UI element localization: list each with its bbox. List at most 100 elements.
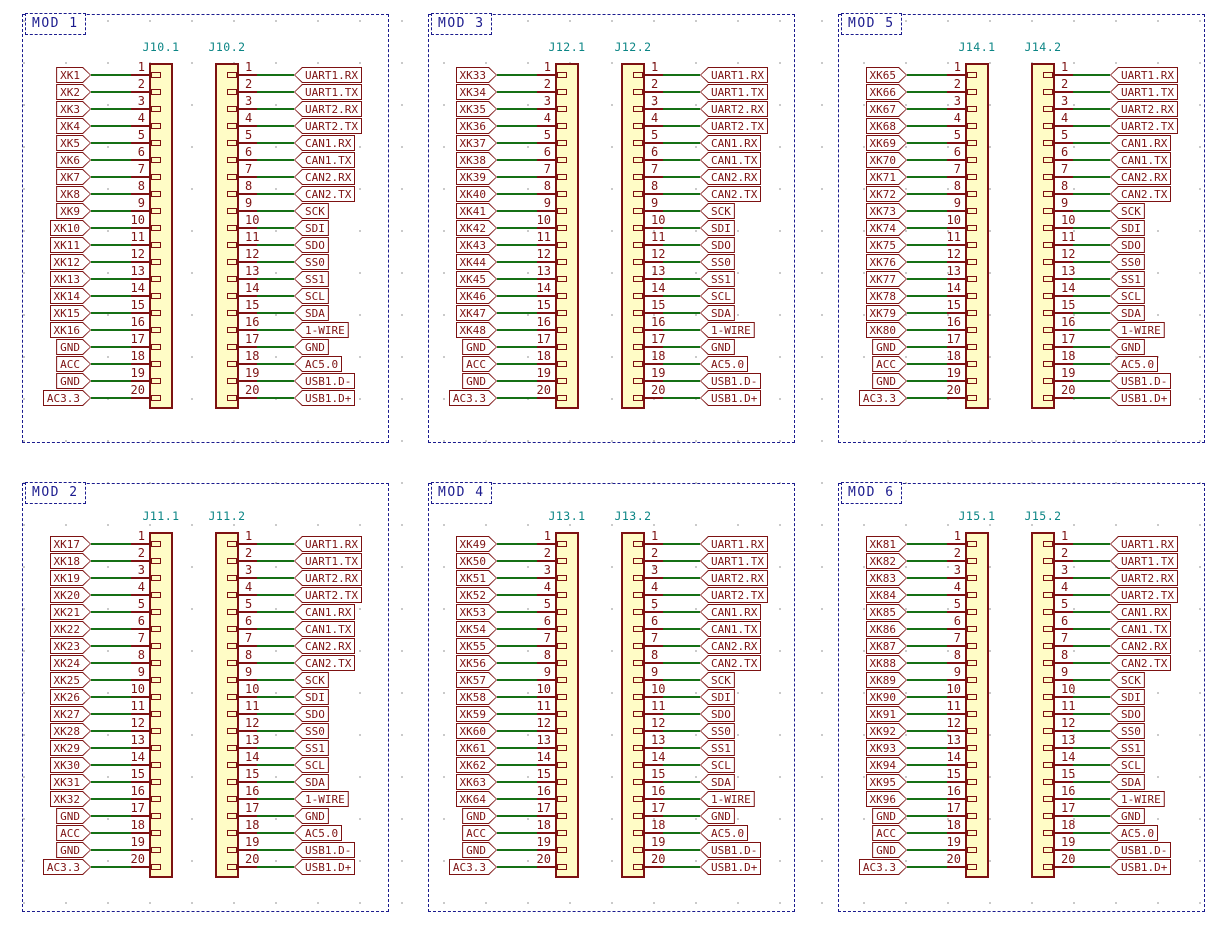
- global-label[interactable]: UART1.RX: [294, 67, 362, 83]
- global-label[interactable]: SS0: [700, 723, 735, 739]
- global-label[interactable]: XK56: [456, 655, 498, 671]
- wire[interactable]: [497, 380, 537, 382]
- wire[interactable]: [663, 781, 700, 783]
- wire[interactable]: [91, 142, 131, 144]
- wire[interactable]: [1073, 125, 1110, 127]
- wire[interactable]: [497, 679, 537, 681]
- global-label[interactable]: SS1: [700, 271, 735, 287]
- global-label[interactable]: XK47: [456, 305, 498, 321]
- connector-body[interactable]: [149, 532, 173, 878]
- global-label[interactable]: SS0: [700, 254, 735, 270]
- global-label[interactable]: XK75: [866, 237, 908, 253]
- wire[interactable]: [663, 866, 700, 868]
- wire[interactable]: [1073, 543, 1110, 545]
- wire[interactable]: [663, 696, 700, 698]
- wire[interactable]: [663, 193, 700, 195]
- wire[interactable]: [907, 193, 947, 195]
- global-label[interactable]: UART1.TX: [294, 553, 362, 569]
- global-label[interactable]: UART2.RX: [294, 570, 362, 586]
- global-label[interactable]: GND: [294, 808, 329, 824]
- global-label[interactable]: XK73: [866, 203, 908, 219]
- global-label[interactable]: CAN2.TX: [1110, 186, 1172, 202]
- connector-reference[interactable]: J10.1: [142, 40, 180, 54]
- connector-body[interactable]: [555, 532, 579, 878]
- global-label[interactable]: SCL: [1110, 288, 1145, 304]
- global-label[interactable]: SDO: [700, 237, 735, 253]
- global-label[interactable]: CAN1.TX: [700, 152, 762, 168]
- global-label[interactable]: XK22: [50, 621, 92, 637]
- global-label[interactable]: SS0: [294, 254, 329, 270]
- global-label[interactable]: CAN2.TX: [294, 655, 356, 671]
- wire[interactable]: [91, 798, 131, 800]
- wire[interactable]: [907, 363, 947, 365]
- wire[interactable]: [91, 679, 131, 681]
- global-label[interactable]: XK37: [456, 135, 498, 151]
- wire[interactable]: [497, 781, 537, 783]
- wire[interactable]: [257, 295, 294, 297]
- wire[interactable]: [91, 832, 131, 834]
- connector-reference[interactable]: J12.1: [548, 40, 586, 54]
- global-label[interactable]: SCL: [700, 757, 735, 773]
- wire[interactable]: [257, 764, 294, 766]
- global-label[interactable]: SS1: [294, 740, 329, 756]
- wire[interactable]: [1073, 380, 1110, 382]
- global-label[interactable]: XK26: [50, 689, 92, 705]
- wire[interactable]: [91, 176, 131, 178]
- wire[interactable]: [257, 645, 294, 647]
- wire[interactable]: [497, 730, 537, 732]
- wire[interactable]: [91, 159, 131, 161]
- global-label[interactable]: GND: [462, 339, 497, 355]
- global-label[interactable]: SDO: [294, 706, 329, 722]
- wire[interactable]: [907, 91, 947, 93]
- global-label[interactable]: XK3: [56, 101, 91, 117]
- wire[interactable]: [497, 176, 537, 178]
- global-label[interactable]: GND: [872, 808, 907, 824]
- global-label[interactable]: XK18: [50, 553, 92, 569]
- global-label[interactable]: XK69: [866, 135, 908, 151]
- wire[interactable]: [497, 577, 537, 579]
- wire[interactable]: [91, 662, 131, 664]
- wire[interactable]: [663, 747, 700, 749]
- wire[interactable]: [907, 108, 947, 110]
- wire[interactable]: [257, 832, 294, 834]
- global-label[interactable]: XK91: [866, 706, 908, 722]
- wire[interactable]: [497, 713, 537, 715]
- wire[interactable]: [907, 798, 947, 800]
- wire[interactable]: [91, 730, 131, 732]
- wire[interactable]: [91, 125, 131, 127]
- wire[interactable]: [497, 142, 537, 144]
- module-label[interactable]: MOD 1: [25, 13, 86, 35]
- wire[interactable]: [1073, 176, 1110, 178]
- wire[interactable]: [907, 142, 947, 144]
- connector-reference[interactable]: J13.2: [614, 509, 652, 523]
- wire[interactable]: [663, 176, 700, 178]
- wire[interactable]: [257, 312, 294, 314]
- wire[interactable]: [1073, 159, 1110, 161]
- wire[interactable]: [907, 730, 947, 732]
- global-label[interactable]: GND: [56, 808, 91, 824]
- wire[interactable]: [91, 210, 131, 212]
- global-label[interactable]: CAN1.TX: [1110, 152, 1172, 168]
- global-label[interactable]: CAN2.RX: [700, 638, 762, 654]
- connector-body[interactable]: [965, 532, 989, 878]
- global-label[interactable]: CAN2.TX: [700, 186, 762, 202]
- wire[interactable]: [497, 645, 537, 647]
- wire[interactable]: [91, 108, 131, 110]
- wire[interactable]: [497, 662, 537, 664]
- global-label[interactable]: UART2.TX: [294, 118, 362, 134]
- global-label[interactable]: XK35: [456, 101, 498, 117]
- global-label[interactable]: XK28: [50, 723, 92, 739]
- global-label[interactable]: XK38: [456, 152, 498, 168]
- global-label[interactable]: XK40: [456, 186, 498, 202]
- wire[interactable]: [663, 108, 700, 110]
- global-label[interactable]: UART1.TX: [700, 84, 768, 100]
- global-label[interactable]: XK45: [456, 271, 498, 287]
- wire[interactable]: [1073, 628, 1110, 630]
- wire[interactable]: [91, 295, 131, 297]
- wire[interactable]: [497, 74, 537, 76]
- global-label[interactable]: XK8: [56, 186, 91, 202]
- wire[interactable]: [91, 227, 131, 229]
- global-label[interactable]: XK32: [50, 791, 92, 807]
- wire[interactable]: [907, 295, 947, 297]
- wire[interactable]: [91, 560, 131, 562]
